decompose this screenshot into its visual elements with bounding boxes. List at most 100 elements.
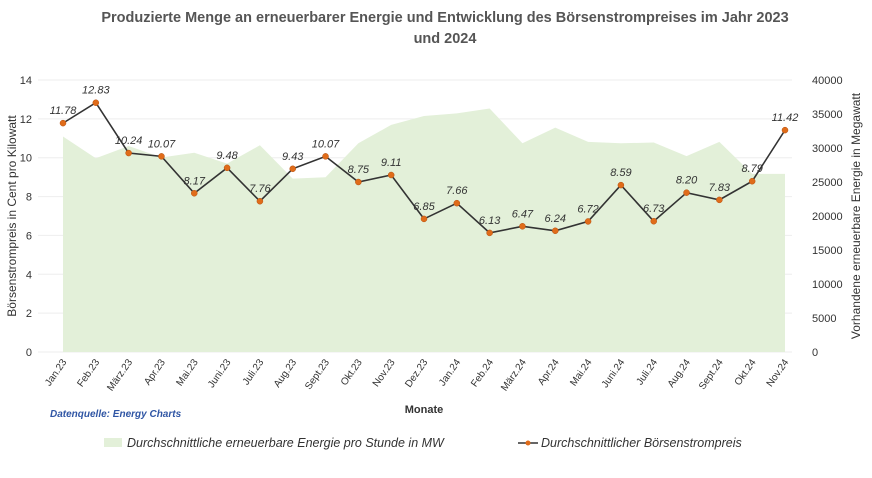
- price-point: [59, 119, 67, 127]
- x-tick-label: Feb.24: [469, 357, 496, 389]
- y2-tick-label: 20000: [812, 211, 843, 223]
- x-tick-label: Sept.24: [697, 357, 726, 392]
- x-tick-label: Jan.23: [43, 357, 69, 388]
- x-tick-label: Sept.23: [303, 357, 332, 392]
- price-data-label: 9.43: [282, 151, 304, 163]
- price-data-label: 11.42: [772, 112, 799, 124]
- x-tick-label: Dez.23: [403, 357, 430, 390]
- price-point: [256, 197, 264, 205]
- price-data-label: 8.79: [741, 163, 762, 175]
- price-data-label: 6.13: [479, 215, 501, 227]
- price-point: [781, 126, 789, 134]
- price-data-label: 8.75: [348, 164, 370, 176]
- y2-tick-label: 0: [812, 347, 818, 359]
- price-data-label: 10.24: [115, 135, 143, 147]
- legend-label-area: Durchschnittliche erneuerbare Energie pr…: [127, 436, 445, 450]
- price-data-label: 6.72: [577, 203, 598, 215]
- chart-title-line-1: Produzierte Menge an erneuerbarer Energi…: [101, 10, 788, 26]
- price-point: [223, 164, 231, 172]
- x-tick-label: Nov.23: [371, 357, 398, 389]
- line-layer: 11.78 12.83 10.24 10.07 8.17 9.48 7.76 9.43 10.0…: [50, 85, 799, 237]
- y-tick-label: 14: [20, 75, 32, 87]
- y2-tick-label: 30000: [812, 143, 843, 155]
- x-tick-label: Nov.24: [765, 357, 792, 389]
- area-layer: [63, 108, 785, 352]
- price-data-label: 10.07: [312, 138, 340, 150]
- y2-tick-label: 10000: [812, 279, 843, 291]
- x-tick-label: Feb.23: [75, 357, 102, 389]
- y-tick-label: 12: [20, 114, 32, 126]
- price-point: [584, 218, 592, 225]
- x-tick-label: Juni.24: [600, 357, 628, 390]
- price-data-label: 6.73: [643, 203, 665, 215]
- price-data-label: 8.20: [676, 175, 698, 187]
- price-data-label: 7.76: [249, 183, 271, 195]
- x-tick-label: Juli.24: [635, 357, 661, 387]
- price-point: [552, 227, 559, 235]
- price-data-label: 6.24: [545, 213, 566, 225]
- legend-swatch-marker: [525, 440, 531, 446]
- price-point: [322, 153, 329, 160]
- price-data-label: 8.17: [184, 175, 206, 187]
- price-point: [683, 189, 690, 196]
- x-tick-label: Apr.23: [142, 357, 168, 387]
- y-tick-label: 2: [26, 308, 32, 320]
- price-point: [650, 217, 657, 225]
- x-tick-label: März.24: [499, 357, 529, 393]
- y-tick-label: 6: [26, 230, 32, 242]
- price-data-label: 7.83: [709, 182, 731, 194]
- x-tick-label: Aug.23: [272, 357, 299, 390]
- price-point: [191, 190, 198, 197]
- legend-label-line: Durchschnittlicher Börsenstrompreis: [541, 436, 742, 450]
- x-tick-label: Juli.23: [241, 357, 267, 387]
- price-data-label: 9.11: [381, 157, 402, 169]
- x-tick-label: Juni.23: [206, 357, 234, 390]
- y-tick-label: 4: [26, 269, 32, 281]
- x-tick-label: Aug.24: [666, 357, 693, 390]
- price-data-label: 7.66: [446, 185, 468, 197]
- legend: Durchschnittliche erneuerbare Energie pr…: [104, 436, 742, 450]
- price-point: [519, 223, 526, 230]
- price-data-label: 10.07: [148, 138, 176, 150]
- price-data-label: 8.59: [610, 167, 631, 179]
- y2-tick-label: 25000: [812, 177, 843, 189]
- chart-title-line-2: und 2024: [414, 31, 477, 47]
- price-point: [289, 165, 296, 173]
- y-tick-label: 10: [20, 153, 32, 165]
- renewable-energy-area: [63, 108, 785, 352]
- price-point: [716, 196, 723, 204]
- price-point: [486, 229, 493, 237]
- y-axis-label: Börsenstrompreis in Cent pro Kilowatt: [5, 115, 19, 317]
- price-point: [420, 215, 428, 223]
- y-tick-label: 8: [26, 192, 32, 204]
- y2-tick-label: 40000: [812, 75, 843, 87]
- x-axis-label: Monate: [405, 404, 444, 416]
- x-tick-label: Mai.24: [568, 357, 594, 388]
- y2-axis-label: Vorhandene erneuerbare Energie in Megawa…: [849, 92, 863, 339]
- x-tick-label: März.23: [105, 357, 135, 393]
- price-point: [387, 171, 395, 179]
- x-tick-label: Okt.24: [733, 357, 759, 388]
- x-tick-label: Okt.23: [339, 357, 365, 388]
- price-data-label: 9.48: [216, 150, 238, 162]
- source-note: Datenquelle: Energy Charts: [50, 409, 182, 420]
- price-data-label: 6.85: [413, 201, 435, 213]
- price-point: [92, 99, 100, 106]
- y2-tick-label: 5000: [812, 313, 836, 325]
- y-tick-label: 0: [26, 347, 32, 359]
- price-data-label: 6.47: [512, 208, 534, 220]
- price-point: [453, 199, 461, 207]
- price-data-label: 12.83: [82, 85, 110, 97]
- x-tick-label: Apr.24: [536, 357, 562, 387]
- price-point: [748, 177, 756, 185]
- price-point: [355, 178, 362, 186]
- y2-tick-label: 35000: [812, 109, 843, 121]
- legend-swatch-area: [104, 438, 122, 447]
- price-point: [158, 153, 165, 160]
- price-point: [125, 149, 132, 157]
- y2-tick-label: 15000: [812, 245, 843, 257]
- price-data-label: 11.78: [50, 105, 78, 117]
- x-tick-label: Mai.23: [175, 357, 201, 388]
- price-point: [617, 181, 625, 189]
